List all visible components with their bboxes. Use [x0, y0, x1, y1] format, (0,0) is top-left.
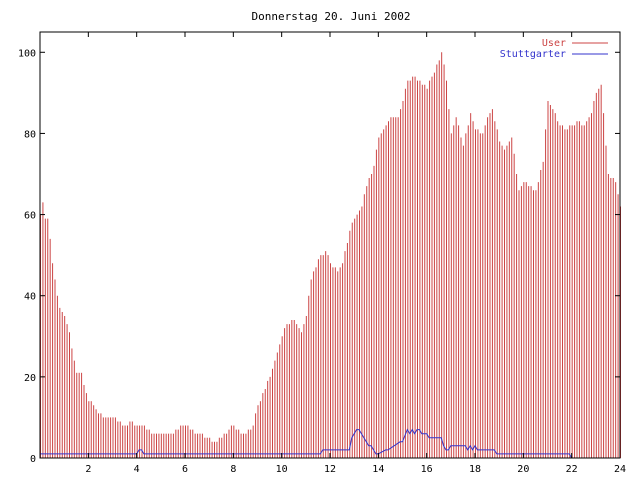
y-tick-label: 0 [30, 454, 36, 465]
legend-user-label: User [542, 38, 566, 49]
chart-title: Donnerstag 20. Juni 2002 [252, 10, 411, 23]
y-tick-label: 20 [24, 373, 36, 384]
x-tick-label: 20 [517, 464, 529, 475]
x-tick-label: 4 [134, 464, 140, 475]
x-tick-label: 12 [324, 464, 336, 475]
x-tick-label: 24 [614, 464, 626, 475]
y-tick-label: 60 [24, 211, 36, 222]
user-series-bars [40, 52, 621, 458]
stuttgarter-series-line [40, 428, 620, 459]
x-tick-label: 16 [421, 464, 433, 475]
x-tick-label: 6 [182, 464, 188, 475]
legend: User Stuttgarter [500, 38, 608, 60]
y-tick-label: 80 [24, 129, 36, 140]
x-axis: 2 4 6 8 10 12 14 16 18 20 22 24 [85, 32, 626, 475]
legend-stuttgarter-label: Stuttgarter [500, 49, 566, 60]
x-tick-label: 22 [566, 464, 578, 475]
x-tick-label: 18 [469, 464, 481, 475]
y-axis: 0 20 40 60 80 100 [18, 48, 620, 465]
x-tick-label: 14 [372, 464, 384, 475]
y-tick-label: 40 [24, 292, 36, 303]
x-tick-label: 2 [85, 464, 91, 475]
y-tick-label: 100 [18, 48, 36, 59]
x-tick-label: 8 [230, 464, 236, 475]
x-tick-label: 10 [276, 464, 288, 475]
